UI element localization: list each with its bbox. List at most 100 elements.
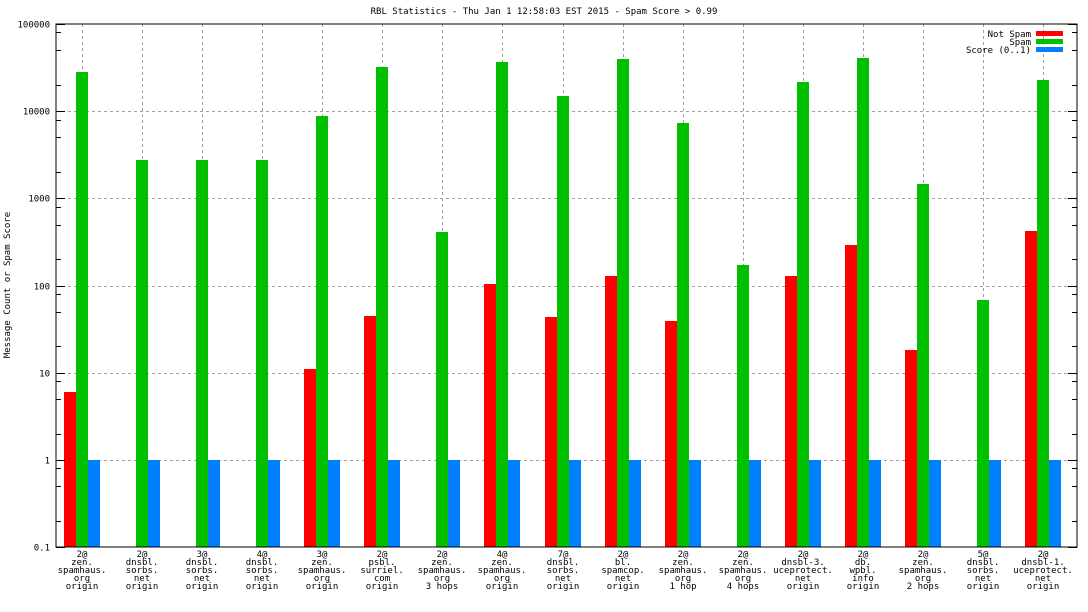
bar-not-spam — [665, 321, 677, 547]
bar-score — [148, 460, 160, 547]
y-tick-label: 10 — [39, 370, 50, 380]
bar-spam — [917, 184, 929, 547]
x-tick-label-line: sorbs. — [186, 566, 219, 576]
bars — [64, 58, 1061, 547]
bar-score — [689, 460, 701, 547]
legend-label: Not Spam — [988, 30, 1031, 40]
bar-score — [569, 460, 581, 547]
y-tick-label: 1000 — [28, 195, 50, 205]
x-tick-label-line: org — [675, 574, 691, 584]
bar-spam — [496, 62, 508, 547]
bar-not-spam — [905, 350, 917, 547]
x-tick-label-line: net — [795, 574, 811, 584]
x-tick-label-line: dnsbl. — [547, 558, 580, 568]
x-tick-label-line: net — [254, 574, 270, 584]
x-tick-label-line: 2 hops — [907, 582, 940, 592]
x-tick-label: 2@ dnsbl. sorbs. net origin — [126, 550, 159, 592]
x-tick-label-line: zen. — [672, 558, 694, 568]
x-tick-label: 2@ zen. spamhaus. org 4 hops — [719, 550, 768, 592]
bar-score — [1049, 460, 1061, 547]
x-tick-label-line: zen. — [71, 558, 93, 568]
x-tick-label: 3@ zen. spamhaus. org origin — [298, 550, 347, 592]
x-tick-label: 2@ dnsbl-3. uceprotect. net origin — [773, 550, 833, 592]
bar-score — [629, 460, 641, 547]
x-tick-label: 7@ dnsbl. sorbs. net origin — [547, 550, 580, 592]
x-tick-label-line: 4@ — [497, 550, 508, 560]
x-tick-label-line: 3@ — [197, 550, 208, 560]
x-tick-label-line: origin — [126, 582, 159, 592]
bar-score — [388, 460, 400, 547]
bar-spam — [76, 72, 88, 547]
x-tick-label-line: 3@ — [317, 550, 328, 560]
x-tick-label-line: bl. — [615, 558, 631, 568]
x-tick-label-line: origin — [66, 582, 99, 592]
x-tick-label-line: dnsbl. — [126, 558, 159, 568]
x-tick-label-line: wpbl. — [849, 566, 876, 576]
x-tick-label-line: surriel. — [360, 566, 403, 576]
legend-label: Score (0..1) — [966, 46, 1031, 56]
bar-spam — [557, 96, 569, 547]
x-tick-label-line: 2@ — [77, 550, 88, 560]
x-tick-label-line: net — [975, 574, 991, 584]
y-axis-label: Message Count or Spam Score — [3, 212, 13, 358]
x-tick-label-line: origin — [967, 582, 1000, 592]
x-tick-label-line: spamcop. — [601, 566, 644, 576]
bar-not-spam — [304, 369, 316, 547]
x-tick-label: 2@ zen. spamhaus. org 3 hops — [418, 550, 467, 592]
x-tick-label-line: 2@ — [137, 550, 148, 560]
legend-swatch — [1036, 39, 1063, 44]
x-tick-label-line: origin — [547, 582, 580, 592]
x-tick-label-line: zen. — [431, 558, 453, 568]
x-tick-label-line: dnsbl-3. — [781, 558, 824, 568]
x-tick-label-line: info — [852, 574, 874, 584]
chart-title: RBL Statistics - Thu Jan 1 12:58:03 EST … — [371, 7, 718, 17]
y-ticks: 0.1 1 10 100 1000 10000 100000 — [17, 21, 1077, 554]
bar-not-spam — [845, 245, 857, 547]
bar-spam — [256, 160, 268, 547]
x-tick-label-line: uceprotect. — [773, 566, 833, 576]
bar-score — [88, 460, 100, 547]
bar-spam — [436, 232, 448, 547]
x-tick-label-line: zen. — [491, 558, 513, 568]
x-tick-label-line: sorbs. — [246, 566, 279, 576]
x-tick-label-line: 7@ — [558, 550, 569, 560]
x-tick-label-line: zen. — [732, 558, 754, 568]
bar-score — [328, 460, 340, 547]
x-tick-label-line: 2@ — [618, 550, 629, 560]
x-tick-label-line: uceprotect. — [1013, 566, 1073, 576]
x-tick-label-line: org — [434, 574, 450, 584]
x-tick-label: 2@ bl. spamcop. net origin — [601, 550, 644, 592]
bar-spam — [376, 67, 388, 547]
x-tick-label-line: origin — [607, 582, 640, 592]
x-tick-label-line: 4@ — [257, 550, 268, 560]
x-tick-label-line: net — [1035, 574, 1051, 584]
x-tick-label: 2@ db. wpbl. info origin — [847, 550, 880, 592]
x-tick-label-line: origin — [787, 582, 820, 592]
x-tick-label-line: origin — [306, 582, 339, 592]
x-tick-label-line: psbl. — [368, 558, 395, 568]
bar-not-spam — [484, 284, 496, 547]
x-tick-label-line: 2@ — [377, 550, 388, 560]
legend-label: Spam — [1009, 38, 1031, 48]
x-tick-label-line: spamhaus. — [659, 566, 708, 576]
x-tick-label-line: sorbs. — [967, 566, 1000, 576]
x-tick-label-line: org — [915, 574, 931, 584]
x-tick-label-line: 2@ — [798, 550, 809, 560]
y-tick-label: 1 — [45, 457, 50, 467]
bar-spam — [1037, 80, 1049, 547]
x-tick-label-line: 2@ — [858, 550, 869, 560]
bar-score — [749, 460, 761, 547]
x-tick-label-line: net — [615, 574, 631, 584]
y-tick-label: 10000 — [23, 108, 50, 118]
x-tick-label: 2@ psbl. surriel. com origin — [360, 550, 403, 592]
x-tick-label: 4@ zen. spamhaus. org origin — [478, 550, 527, 592]
bar-not-spam — [545, 317, 557, 547]
x-tick-label: 2@ zen. spamhaus. org origin — [58, 550, 107, 592]
bar-not-spam — [785, 276, 797, 547]
bar-score — [208, 460, 220, 547]
x-tick-label: 5@ dnsbl. sorbs. net origin — [967, 550, 1000, 592]
bar-spam — [857, 58, 869, 547]
x-tick-label-line: sorbs. — [547, 566, 580, 576]
